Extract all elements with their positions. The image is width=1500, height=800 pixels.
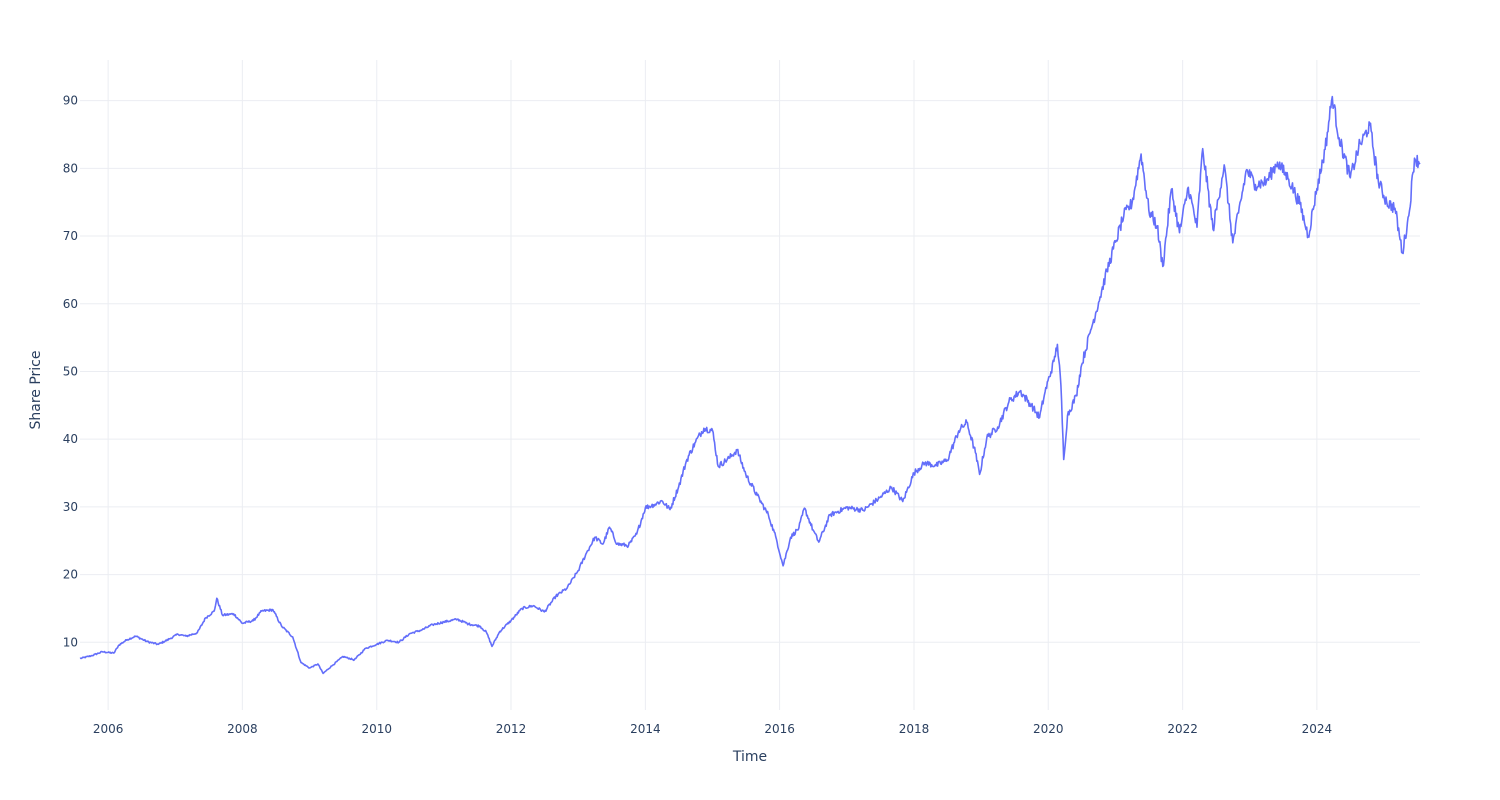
y-tick-label: 20	[63, 568, 78, 582]
x-gridlines	[107, 60, 1318, 710]
y-tick-label: 90	[63, 94, 78, 108]
y-tick-label: 10	[63, 635, 78, 649]
x-tick-label: 2008	[227, 722, 258, 736]
y-tick-label: 50	[63, 364, 78, 378]
x-axis-title: Time	[732, 749, 767, 765]
share-price-line	[79, 95, 1421, 675]
y-tick-label: 40	[63, 432, 78, 446]
x-tick-label: 2018	[899, 722, 930, 736]
x-tick-label: 2012	[496, 722, 527, 736]
y-tick-label: 70	[63, 229, 78, 243]
y-tick-label: 60	[63, 297, 78, 311]
x-tick-labels: 2006 2008 2010 2012 2014 2016 2018 2020 2022 2024	[93, 722, 1332, 736]
x-tick-label: 2016	[764, 722, 795, 736]
x-tick-label: 2014	[630, 722, 661, 736]
x-tick-label: 2010	[361, 722, 392, 736]
y-tick-label: 80	[63, 161, 78, 175]
y-tick-labels: 10 20 30 40 50 60 70 80 90	[63, 94, 78, 650]
y-tick-label: 30	[63, 500, 78, 514]
x-tick-label: 2022	[1167, 722, 1198, 736]
x-tick-label: 2006	[93, 722, 124, 736]
x-tick-label: 2020	[1033, 722, 1064, 736]
y-axis-title: Share Price	[28, 350, 44, 429]
x-tick-label: 2024	[1302, 722, 1333, 736]
y-gridlines	[80, 100, 1420, 643]
